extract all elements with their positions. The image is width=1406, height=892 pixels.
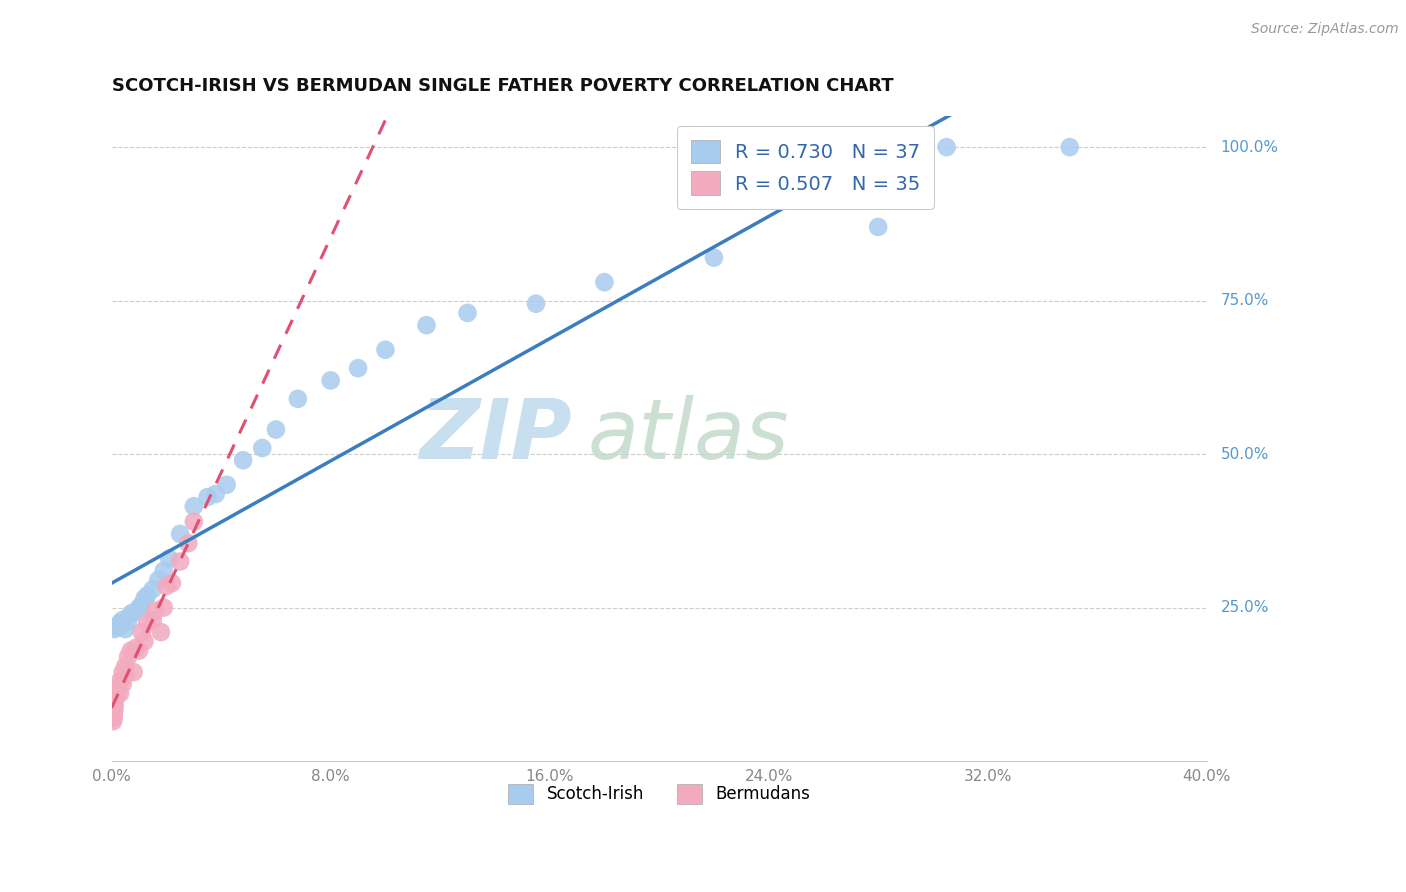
Point: [103, 702, 125, 716]
Text: 50.0%: 50.0%: [1220, 447, 1268, 461]
Point: [935, 140, 957, 154]
Text: 100.0%: 100.0%: [1220, 140, 1278, 154]
Point: [169, 555, 191, 569]
Point: [142, 613, 165, 627]
Point: [374, 343, 396, 357]
Point: [111, 613, 134, 627]
Point: [117, 614, 139, 628]
Point: [157, 551, 180, 566]
Text: Source: ZipAtlas.com: Source: ZipAtlas.com: [1251, 22, 1399, 37]
Point: [415, 318, 437, 333]
Point: [108, 620, 131, 634]
Point: [134, 591, 156, 606]
Text: 75.0%: 75.0%: [1220, 293, 1268, 308]
Point: [177, 536, 200, 550]
Point: [134, 634, 156, 648]
Point: [169, 527, 191, 541]
Point: [125, 640, 148, 655]
Point: [593, 275, 616, 289]
Text: ZIP: ZIP: [419, 395, 572, 476]
Point: [108, 674, 131, 689]
Text: 25.0%: 25.0%: [1220, 600, 1268, 615]
Point: [103, 692, 125, 706]
Point: [111, 677, 134, 691]
Text: atlas: atlas: [588, 395, 790, 476]
Point: [149, 625, 172, 640]
Point: [183, 500, 205, 514]
Point: [160, 576, 183, 591]
Point: [703, 251, 725, 265]
Point: [105, 683, 128, 698]
Point: [103, 711, 125, 725]
Point: [152, 600, 174, 615]
Point: [136, 615, 159, 630]
Point: [524, 296, 547, 310]
Point: [103, 622, 125, 636]
Point: [145, 604, 167, 618]
Point: [103, 708, 125, 723]
Point: [108, 687, 131, 701]
Point: [105, 687, 128, 701]
Point: [120, 643, 142, 657]
Point: [131, 598, 153, 612]
Point: [183, 515, 205, 529]
Point: [215, 478, 238, 492]
Point: [105, 619, 128, 633]
Point: [1059, 140, 1081, 154]
Point: [252, 441, 274, 455]
Point: [155, 579, 177, 593]
Text: SCOTCH-IRISH VS BERMUDAN SINGLE FATHER POVERTY CORRELATION CHART: SCOTCH-IRISH VS BERMUDAN SINGLE FATHER P…: [111, 78, 893, 95]
Point: [111, 665, 134, 679]
Point: [287, 392, 309, 406]
Point: [120, 607, 142, 621]
Point: [114, 622, 136, 636]
Point: [103, 705, 125, 719]
Point: [103, 698, 125, 713]
Point: [104, 690, 127, 704]
Point: [232, 453, 254, 467]
Point: [347, 361, 370, 376]
Point: [128, 643, 150, 657]
Point: [114, 659, 136, 673]
Point: [128, 600, 150, 615]
Point: [117, 649, 139, 664]
Point: [148, 573, 170, 587]
Point: [105, 681, 128, 695]
Point: [152, 564, 174, 578]
Point: [103, 696, 125, 710]
Point: [122, 665, 145, 679]
Point: [142, 582, 165, 597]
Point: [122, 606, 145, 620]
Point: [101, 714, 124, 728]
Point: [197, 490, 219, 504]
Point: [131, 625, 153, 640]
Legend: Scotch-Irish, Bermudans: Scotch-Irish, Bermudans: [502, 777, 817, 811]
Point: [204, 487, 226, 501]
Point: [457, 306, 479, 320]
Point: [868, 219, 890, 234]
Point: [108, 615, 131, 630]
Point: [264, 423, 287, 437]
Point: [114, 668, 136, 682]
Point: [136, 588, 159, 602]
Point: [319, 373, 342, 387]
